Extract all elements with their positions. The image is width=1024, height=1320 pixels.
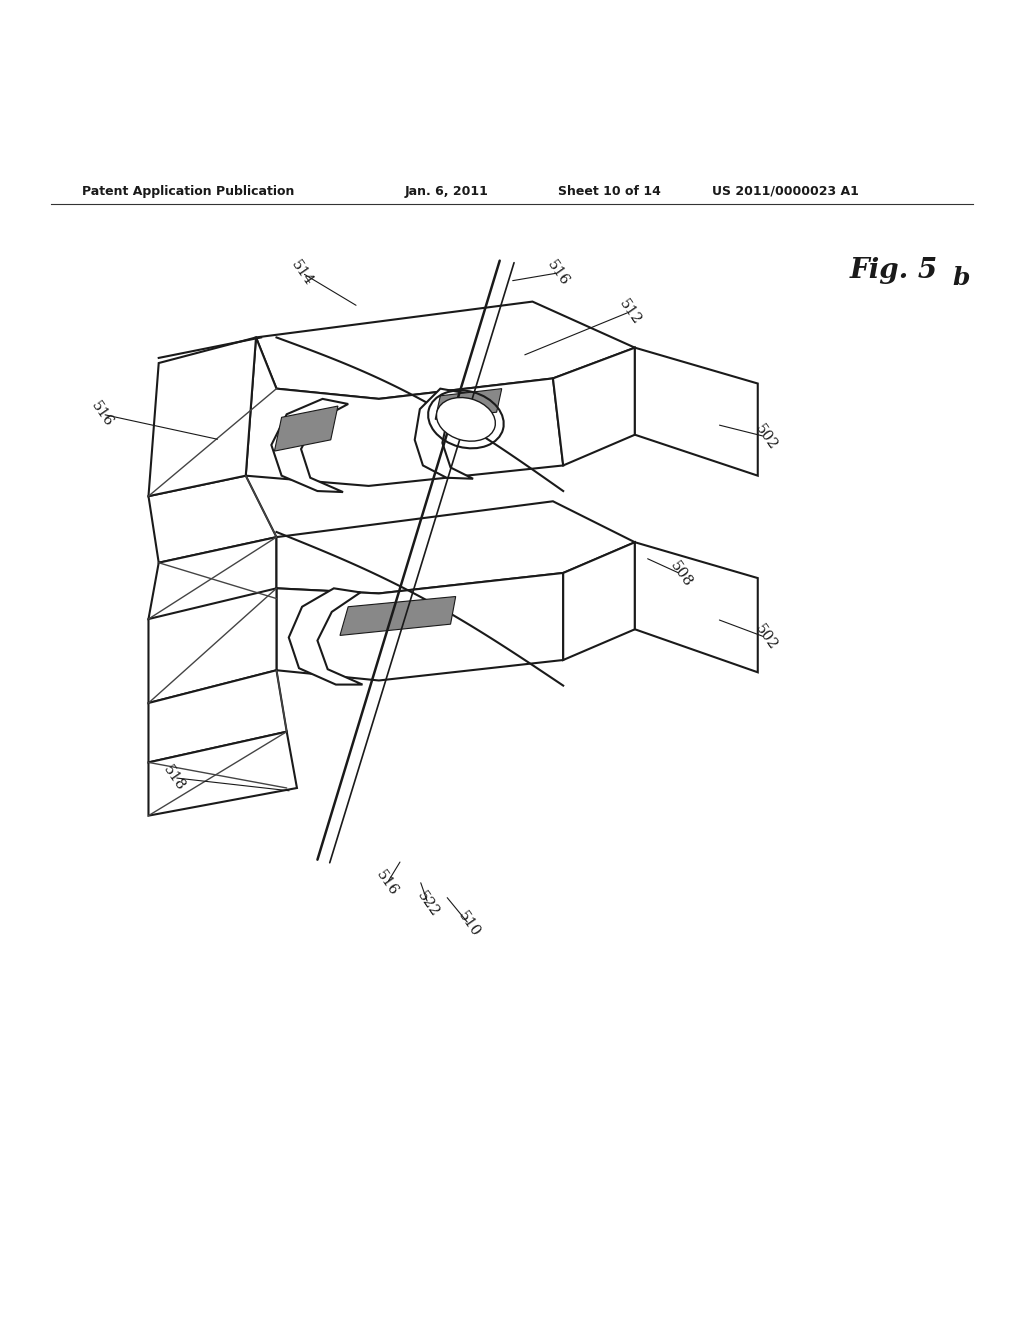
Polygon shape: [148, 537, 276, 619]
Polygon shape: [148, 589, 276, 704]
Text: 516: 516: [374, 867, 400, 899]
Polygon shape: [635, 347, 758, 475]
Polygon shape: [148, 338, 256, 496]
Polygon shape: [635, 543, 758, 672]
Polygon shape: [276, 573, 563, 681]
Polygon shape: [340, 597, 456, 635]
Text: 502: 502: [753, 622, 779, 653]
Text: Fig. 5: Fig. 5: [850, 257, 938, 284]
Polygon shape: [246, 338, 563, 486]
Polygon shape: [148, 731, 297, 816]
Text: 516: 516: [545, 257, 571, 288]
Polygon shape: [435, 388, 502, 420]
Text: 510: 510: [456, 908, 482, 940]
Text: Jan. 6, 2011: Jan. 6, 2011: [404, 185, 488, 198]
Polygon shape: [563, 543, 635, 660]
Ellipse shape: [436, 397, 496, 441]
Text: 508: 508: [668, 558, 694, 590]
Text: Sheet 10 of 14: Sheet 10 of 14: [558, 185, 660, 198]
Text: 518: 518: [161, 763, 187, 793]
Polygon shape: [256, 301, 635, 399]
Polygon shape: [271, 399, 348, 492]
Polygon shape: [274, 407, 338, 451]
Text: 514: 514: [289, 257, 315, 288]
Text: Patent Application Publication: Patent Application Publication: [82, 185, 294, 198]
Text: US 2011/0000023 A1: US 2011/0000023 A1: [712, 185, 858, 198]
Text: 522: 522: [415, 888, 441, 919]
Polygon shape: [148, 475, 276, 562]
Polygon shape: [415, 388, 473, 479]
Polygon shape: [148, 671, 287, 763]
Polygon shape: [553, 347, 635, 466]
Text: 516: 516: [89, 399, 116, 429]
Text: 512: 512: [616, 297, 643, 327]
Polygon shape: [276, 502, 635, 594]
Text: 502: 502: [753, 421, 779, 453]
Polygon shape: [289, 589, 362, 685]
Text: b: b: [952, 267, 970, 290]
